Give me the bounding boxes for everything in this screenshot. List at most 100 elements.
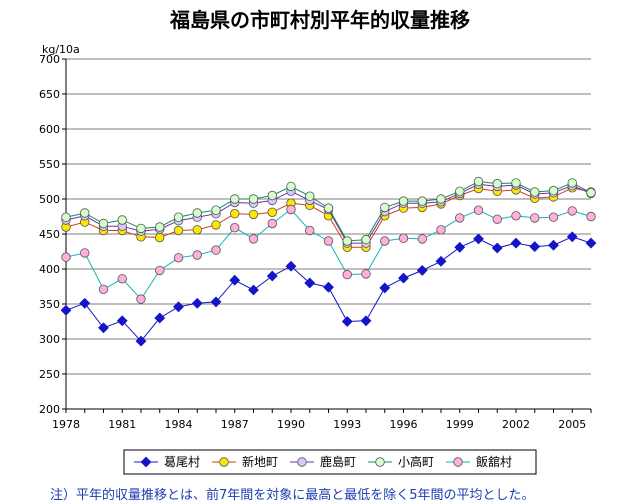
data-point <box>342 269 352 280</box>
data-point <box>230 208 240 219</box>
legend-label: 葛尾村 <box>164 455 200 469</box>
data-point <box>492 214 502 225</box>
data-point <box>98 284 109 295</box>
data-point <box>380 202 390 213</box>
data-point <box>117 215 127 225</box>
data-point <box>304 277 316 289</box>
data-point <box>341 316 353 327</box>
data-point <box>398 233 409 243</box>
data-point <box>155 222 165 232</box>
legend-marker <box>297 457 307 467</box>
data-point <box>323 236 334 246</box>
data-point <box>586 187 596 198</box>
data-point <box>436 194 446 204</box>
legend-item: 葛尾村 <box>134 455 200 469</box>
data-point <box>267 190 277 201</box>
series-1 <box>60 231 597 347</box>
data-point <box>285 260 297 272</box>
x-tick-label: 1984 <box>165 418 193 431</box>
data-point <box>135 335 147 347</box>
data-point <box>192 250 202 260</box>
data-point <box>455 186 465 197</box>
data-point <box>248 209 259 220</box>
legend-item: 飯舘村 <box>446 454 512 469</box>
data-point <box>379 282 391 294</box>
data-point <box>398 196 409 206</box>
legend-label: 小高町 <box>398 454 434 469</box>
data-point <box>473 205 484 215</box>
data-point <box>173 212 184 222</box>
data-point <box>286 204 296 215</box>
data-point <box>80 248 90 258</box>
data-point <box>417 196 427 206</box>
data-point <box>229 274 241 286</box>
y-tick-label: 450 <box>39 228 60 241</box>
data-point <box>455 213 465 223</box>
grid <box>66 58 591 375</box>
data-point <box>267 218 277 229</box>
data-point <box>267 207 277 218</box>
data-point <box>548 185 559 196</box>
legend-label: 飯舘村 <box>476 454 512 469</box>
data-point <box>585 237 597 249</box>
legend-marker <box>140 456 152 468</box>
data-point <box>417 234 427 244</box>
data-point <box>436 225 446 235</box>
legend-item: 新地町 <box>212 454 278 469</box>
data-point <box>80 208 90 218</box>
data-point <box>211 245 221 255</box>
data-point <box>511 178 521 188</box>
legend-marker <box>219 457 229 467</box>
y-tick-label: 550 <box>39 158 60 171</box>
data-point <box>567 206 577 216</box>
axes <box>62 58 592 413</box>
y-tick-labels: 200 250 300 350 400 450 500 550 600 650 700 <box>39 53 60 416</box>
data-point <box>192 208 202 218</box>
x-tick-label: 2005 <box>558 418 586 431</box>
data-point <box>116 315 128 327</box>
data-point <box>286 181 296 192</box>
data-point <box>416 264 428 276</box>
x-tick-label: 1993 <box>333 418 361 431</box>
x-tick-labels: 1978 1981 1984 1987 1990 1993 1996 1999 2002 2005 <box>52 418 586 431</box>
data-point <box>230 222 240 233</box>
data-point <box>529 241 541 253</box>
legend-label: 新地町 <box>242 454 278 469</box>
data-point <box>305 225 315 236</box>
data-point <box>586 211 596 222</box>
data-point <box>398 272 409 284</box>
data-point <box>510 237 522 249</box>
data-point <box>360 315 372 327</box>
y-tick-label: 200 <box>39 403 60 416</box>
data-point <box>61 252 71 262</box>
data-point <box>548 212 559 222</box>
data-point <box>473 176 484 187</box>
data-point <box>342 236 352 246</box>
data-point <box>173 301 184 313</box>
y-tick-label: 300 <box>39 333 60 346</box>
data-point <box>530 213 540 223</box>
legend-item: 小高町 <box>368 454 434 469</box>
data-point <box>248 194 259 204</box>
x-tick-label: 1996 <box>390 418 418 431</box>
data-point <box>98 322 109 334</box>
data-point <box>61 212 71 222</box>
data-point <box>305 191 315 201</box>
chart-title: 福島県の市町村別平年的収量推移 <box>169 8 470 32</box>
footnote: 注）平年的収量推移とは、前7年間を対象に最高と最低を除く5年間の平均とした。 <box>50 488 535 503</box>
data-point <box>454 241 466 253</box>
data-point <box>361 269 371 279</box>
data-point <box>192 225 202 235</box>
data-point <box>155 265 165 276</box>
x-tick-label: 1978 <box>52 418 80 431</box>
legend-label: 鹿島町 <box>320 454 356 469</box>
data-point <box>154 312 166 324</box>
data-point <box>60 304 72 316</box>
data-point <box>79 297 91 309</box>
y-tick-label: 350 <box>39 298 60 311</box>
data-point <box>117 274 127 284</box>
x-tick-label: 1990 <box>277 418 305 431</box>
data-point <box>211 220 221 230</box>
legend-marker <box>375 457 385 467</box>
y-tick-label: 400 <box>39 263 60 276</box>
